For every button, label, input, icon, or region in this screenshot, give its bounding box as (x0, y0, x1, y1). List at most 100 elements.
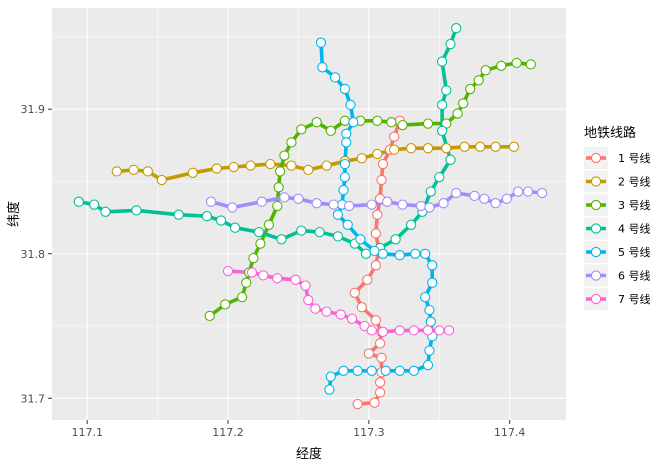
data-point (348, 117, 359, 128)
data-point (201, 211, 213, 222)
data-point (473, 75, 484, 86)
data-point (434, 325, 445, 336)
data-point (434, 171, 445, 183)
data-point (187, 167, 198, 178)
data-point (246, 267, 258, 278)
data-point (469, 190, 480, 202)
data-point (300, 280, 311, 291)
data-point (142, 166, 153, 177)
data-point (339, 158, 351, 170)
data-point (345, 99, 356, 111)
data-point (374, 377, 386, 388)
data-point (315, 37, 327, 48)
data-point (436, 56, 448, 67)
data-point (321, 160, 332, 171)
data-point (536, 187, 548, 199)
data-point (382, 196, 393, 207)
legend-key-point (590, 223, 602, 234)
data-point (328, 199, 339, 210)
data-point (296, 225, 307, 236)
y-tick-label: 31.8 (21, 248, 46, 261)
data-point (352, 398, 363, 410)
data-point (374, 338, 386, 349)
legend-key-point (590, 246, 602, 258)
data-point (427, 260, 438, 271)
grid (52, 8, 566, 420)
data-point (356, 153, 367, 164)
data-point (317, 62, 328, 73)
legend-key-point (590, 199, 602, 211)
data-point (279, 192, 290, 203)
data-point (349, 287, 360, 298)
data-point (255, 238, 266, 249)
data-point (338, 184, 349, 196)
data-point (100, 206, 111, 217)
data-point (265, 158, 276, 170)
series-layer (73, 23, 548, 410)
data-point (422, 143, 434, 154)
data-point (366, 325, 377, 336)
data-point (356, 302, 367, 313)
legend-label: 4 号线 (618, 222, 651, 236)
legend-key-point (590, 293, 602, 305)
data-point (405, 143, 417, 154)
data-point (394, 365, 405, 376)
x-tick-label: 117.2 (212, 426, 244, 439)
data-point (339, 171, 351, 183)
legend-key-point (590, 152, 602, 164)
legend: 地铁线路 1 号线 2 号线 3 号线 4 号线 5 号线 6 号线 7 号线 (584, 125, 651, 310)
data-point (394, 250, 405, 261)
data-point (89, 199, 100, 210)
data-point (369, 397, 380, 408)
data-point (376, 174, 387, 186)
data-point (443, 325, 455, 336)
data-point (258, 270, 269, 281)
data-point (286, 160, 297, 171)
data-point (276, 234, 287, 245)
data-point (341, 137, 352, 148)
data-point (362, 274, 373, 285)
data-point (303, 294, 314, 306)
data-point (370, 315, 382, 326)
data-point (425, 186, 436, 197)
data-point (480, 65, 491, 76)
data-point (389, 131, 400, 142)
series-line-4 (77, 26, 459, 256)
data-point (422, 118, 434, 129)
data-point (311, 198, 322, 209)
data-point (390, 234, 401, 245)
y-tick-label: 31.9 (21, 103, 46, 116)
data-point (522, 186, 534, 197)
data-point (424, 304, 435, 316)
data-point (363, 348, 374, 359)
data-point (205, 196, 217, 207)
data-point (410, 248, 421, 259)
data-point (424, 202, 435, 213)
data-point (342, 219, 353, 230)
data-point (370, 228, 382, 239)
data-point (248, 252, 259, 264)
data-point (425, 316, 436, 327)
legend-key-point (590, 176, 602, 187)
data-point (253, 226, 265, 238)
data-point (438, 198, 449, 209)
data-point (229, 222, 241, 233)
legend-label: 5 号线 (618, 245, 651, 259)
data-point (501, 193, 513, 204)
data-point (325, 125, 336, 137)
y-axis-title: 纬度 (6, 201, 22, 227)
data-point (296, 124, 307, 135)
legend-key-point (590, 270, 602, 281)
data-point (376, 352, 387, 363)
data-point (245, 160, 256, 171)
data-point (374, 387, 386, 398)
data-point (360, 248, 372, 259)
data-point (286, 137, 297, 148)
data-point (369, 245, 380, 257)
data-point (490, 198, 501, 209)
data-point (496, 60, 507, 71)
data-point (441, 143, 452, 154)
data-point (459, 141, 470, 152)
data-point (228, 161, 239, 173)
